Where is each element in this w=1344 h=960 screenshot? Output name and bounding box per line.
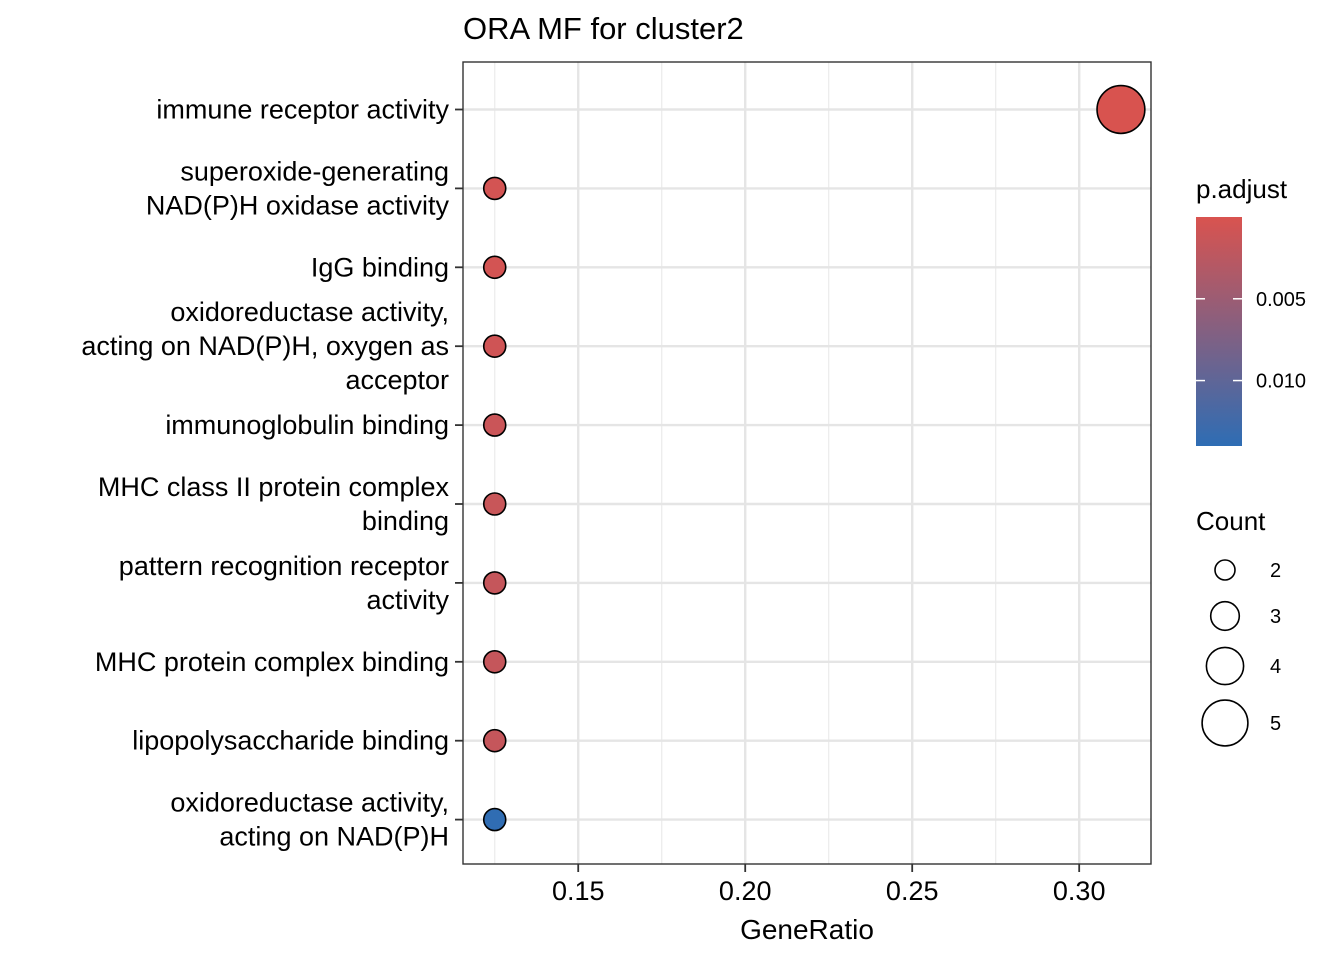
size-legend-key [1201, 699, 1249, 747]
y-tick-label: immunoglobulin binding [165, 410, 449, 440]
x-axis-title: GeneRatio [740, 914, 874, 945]
color-bar-tick-label: 0.010 [1256, 371, 1306, 393]
data-point [482, 255, 507, 280]
x-tick-label: 0.15 [552, 876, 605, 906]
x-tick-label: 0.25 [886, 876, 939, 906]
y-tick-label: oxidoreductase activity, [170, 788, 449, 818]
size-legend-key [1209, 600, 1241, 632]
y-tick-label: acting on NAD(P)H, oxygen as [81, 331, 449, 361]
y-tick-label: binding [362, 506, 449, 536]
y-tick-label: immune receptor activity [156, 95, 449, 125]
size-legend-label: 5 [1270, 713, 1281, 735]
size-legend-title: Count [1196, 506, 1266, 536]
plot-panel [462, 61, 1152, 865]
size-legend: Count 2 3 4 5 [1196, 506, 1281, 747]
y-tick-label: MHC protein complex binding [95, 647, 449, 677]
data-point [482, 728, 507, 753]
size-legend-key [1205, 646, 1245, 686]
data-point [482, 807, 507, 832]
size-legend-label: 2 [1270, 560, 1281, 582]
data-point [482, 176, 507, 201]
color-bar-tick-label: 0.005 [1256, 289, 1306, 311]
data-point [482, 334, 507, 359]
y-axis-labels: immune receptor activity superoxide-gener… [81, 95, 463, 852]
y-tick-label: MHC class II protein complex [98, 472, 450, 502]
color-legend: p.adjust 0.005 0.010 [1196, 174, 1306, 446]
data-point [1096, 84, 1146, 135]
panel-background [463, 62, 1151, 864]
x-tick-label: 0.20 [719, 876, 772, 906]
y-tick-label: NAD(P)H oxidase activity [146, 190, 450, 220]
y-tick-label: acceptor [345, 365, 449, 395]
x-axis-ticks: 0.15 0.20 0.25 0.30 [552, 864, 1106, 906]
y-tick-label: IgG binding [311, 252, 449, 282]
size-legend-key [1214, 559, 1236, 581]
data-point [482, 571, 507, 595]
panel-border [462, 61, 1152, 865]
y-tick-label: pattern recognition receptor [119, 551, 449, 581]
y-tick-label: acting on NAD(P)H [219, 822, 449, 852]
y-tick-label: superoxide-generating [180, 156, 449, 186]
chart-title: ORA MF for cluster2 [463, 11, 744, 46]
color-legend-title: p.adjust [1196, 174, 1288, 204]
size-legend-label: 3 [1270, 606, 1281, 628]
data-point [482, 413, 507, 437]
data-point [482, 492, 507, 516]
y-tick-label: oxidoreductase activity, [170, 297, 449, 327]
x-tick-label: 0.30 [1053, 876, 1106, 906]
y-tick-label: activity [366, 585, 449, 615]
y-tick-label: lipopolysaccharide binding [132, 726, 449, 756]
size-legend-label: 4 [1270, 656, 1281, 678]
data-point [482, 649, 507, 674]
color-bar [1196, 217, 1242, 446]
